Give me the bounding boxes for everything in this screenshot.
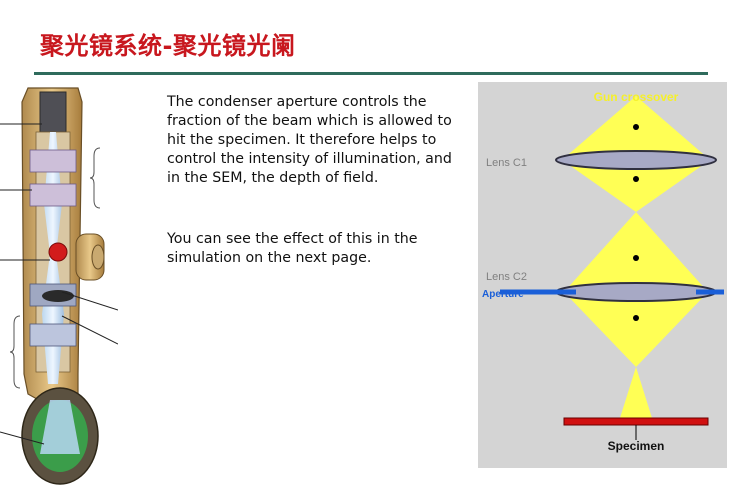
lens-c1-shape xyxy=(555,150,717,170)
title-divider xyxy=(34,72,708,75)
axis-dot xyxy=(633,255,639,261)
beam-middle-cone xyxy=(564,212,708,292)
axis-dot xyxy=(633,315,639,321)
axis-dot xyxy=(633,124,639,130)
paragraph-simulation-note: You can see the effect of this in the si… xyxy=(167,231,418,266)
beam-converging xyxy=(564,292,708,367)
paragraph-condenser-aperture: The condenser aperture controls the frac… xyxy=(167,94,452,186)
label-aperture: Aperture xyxy=(482,289,524,300)
slide-title: 聚光镜系统-聚光镜光阑 xyxy=(40,32,296,60)
specimen-bar xyxy=(563,417,709,426)
label-lens-c1: Lens C1 xyxy=(486,157,527,169)
label-gun-crossover: Gun crossover xyxy=(594,90,679,104)
lens-c2-shape xyxy=(555,282,717,302)
beam-lower-cone xyxy=(620,367,652,418)
beam-upper-taper xyxy=(562,160,710,212)
axis-dot xyxy=(633,176,639,182)
label-specimen: Specimen xyxy=(608,439,665,453)
label-lens-c2: Lens C2 xyxy=(486,271,527,283)
condenser-ray-diagram: Gun crossover Lens C1 Lens C2 Aperture S… xyxy=(478,82,727,468)
sem-column-illustration xyxy=(0,87,118,485)
